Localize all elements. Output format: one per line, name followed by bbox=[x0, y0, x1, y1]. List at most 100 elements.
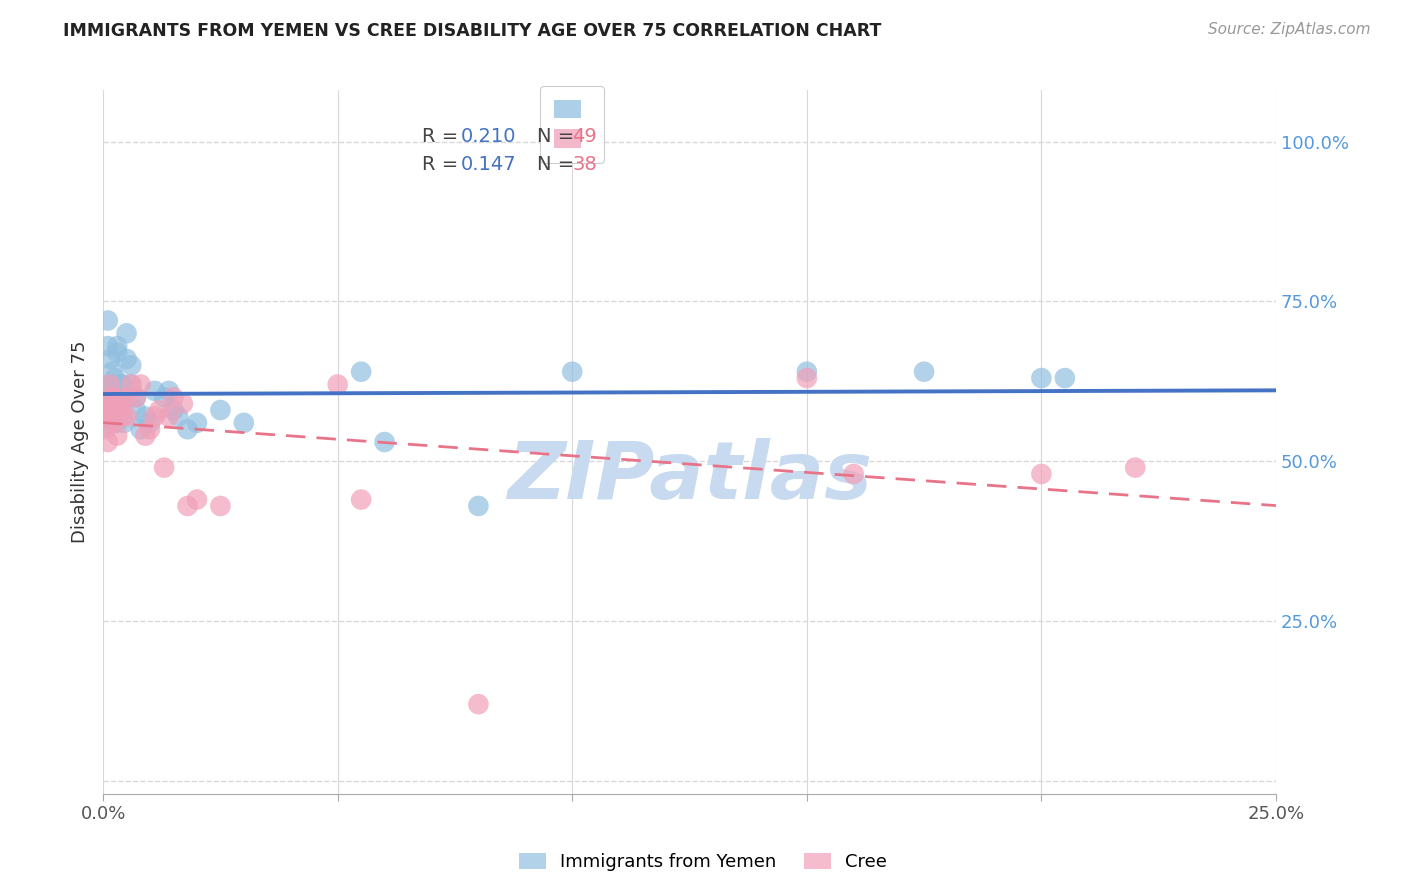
Point bbox=[97, 390, 120, 404]
Point bbox=[105, 416, 128, 430]
Point bbox=[912, 365, 935, 379]
Point bbox=[98, 390, 121, 404]
Point bbox=[842, 467, 865, 481]
Point bbox=[94, 390, 117, 404]
Point bbox=[186, 492, 208, 507]
Text: 38: 38 bbox=[572, 154, 598, 174]
Point bbox=[176, 422, 198, 436]
Point bbox=[101, 416, 124, 430]
Point bbox=[125, 403, 148, 417]
Point bbox=[1031, 371, 1053, 385]
Point bbox=[176, 499, 198, 513]
Point bbox=[97, 435, 120, 450]
Point bbox=[120, 377, 142, 392]
Point bbox=[94, 419, 117, 434]
Point bbox=[1053, 371, 1076, 385]
Point bbox=[157, 384, 180, 398]
Point bbox=[98, 351, 121, 366]
Point bbox=[167, 409, 190, 424]
Point bbox=[101, 365, 124, 379]
Point bbox=[98, 377, 121, 392]
Point bbox=[153, 390, 176, 404]
Text: Source: ZipAtlas.com: Source: ZipAtlas.com bbox=[1208, 22, 1371, 37]
Point bbox=[120, 377, 142, 392]
Point bbox=[186, 416, 208, 430]
Point bbox=[209, 403, 232, 417]
Point bbox=[134, 409, 156, 424]
Text: N =: N = bbox=[537, 127, 581, 145]
Point bbox=[148, 403, 170, 417]
Point bbox=[111, 390, 134, 404]
Point bbox=[162, 403, 184, 417]
Point bbox=[157, 409, 180, 424]
Point bbox=[143, 384, 166, 398]
Point bbox=[105, 397, 128, 411]
Point bbox=[1123, 460, 1146, 475]
Point bbox=[111, 397, 134, 411]
Point bbox=[467, 697, 489, 711]
Point bbox=[111, 403, 134, 417]
Point bbox=[796, 371, 818, 385]
Point bbox=[209, 499, 232, 513]
Point bbox=[101, 397, 124, 411]
Point bbox=[111, 377, 134, 392]
Point bbox=[104, 390, 127, 404]
Point bbox=[94, 422, 117, 436]
Legend: Immigrants from Yemen, Cree: Immigrants from Yemen, Cree bbox=[512, 846, 894, 879]
Point bbox=[98, 377, 121, 392]
Text: N =: N = bbox=[537, 154, 581, 174]
Point bbox=[97, 313, 120, 327]
Point bbox=[105, 428, 128, 442]
Text: R =: R = bbox=[422, 154, 464, 174]
Point bbox=[100, 403, 122, 417]
Text: R =: R = bbox=[422, 127, 464, 145]
Point bbox=[115, 351, 138, 366]
Point bbox=[94, 409, 117, 424]
Point bbox=[796, 365, 818, 379]
Point bbox=[162, 390, 184, 404]
Point bbox=[125, 390, 148, 404]
Point bbox=[125, 390, 148, 404]
Point bbox=[139, 416, 162, 430]
Point bbox=[104, 371, 127, 385]
Text: ZIPatlas: ZIPatlas bbox=[508, 438, 872, 516]
Point bbox=[105, 339, 128, 353]
Point bbox=[115, 390, 138, 404]
Point bbox=[143, 409, 166, 424]
Point bbox=[115, 409, 138, 424]
Point bbox=[467, 499, 489, 513]
Point bbox=[97, 384, 120, 398]
Point bbox=[232, 416, 254, 430]
Point bbox=[129, 377, 152, 392]
Point bbox=[101, 384, 124, 398]
Point bbox=[111, 377, 134, 392]
Point bbox=[129, 422, 152, 436]
Text: 0.147: 0.147 bbox=[461, 154, 516, 174]
Text: 49: 49 bbox=[572, 127, 598, 145]
Point bbox=[172, 397, 194, 411]
Point bbox=[561, 365, 583, 379]
Point bbox=[326, 377, 349, 392]
Point bbox=[120, 359, 142, 373]
Legend: , : , bbox=[540, 86, 605, 163]
Point bbox=[350, 492, 373, 507]
Point bbox=[96, 406, 118, 420]
Point bbox=[101, 403, 124, 417]
Point bbox=[153, 460, 176, 475]
Point bbox=[101, 397, 124, 411]
Text: 0.210: 0.210 bbox=[461, 127, 516, 145]
Point bbox=[111, 409, 134, 424]
Point bbox=[112, 416, 135, 430]
Point bbox=[374, 435, 396, 450]
Point bbox=[97, 403, 120, 417]
Text: IMMIGRANTS FROM YEMEN VS CREE DISABILITY AGE OVER 75 CORRELATION CHART: IMMIGRANTS FROM YEMEN VS CREE DISABILITY… bbox=[63, 22, 882, 40]
Point bbox=[1031, 467, 1053, 481]
Point bbox=[134, 428, 156, 442]
Point bbox=[101, 377, 124, 392]
Point bbox=[115, 326, 138, 341]
Point bbox=[96, 403, 118, 417]
Point bbox=[97, 339, 120, 353]
Y-axis label: Disability Age Over 75: Disability Age Over 75 bbox=[72, 341, 89, 543]
Point bbox=[139, 422, 162, 436]
Point bbox=[350, 365, 373, 379]
